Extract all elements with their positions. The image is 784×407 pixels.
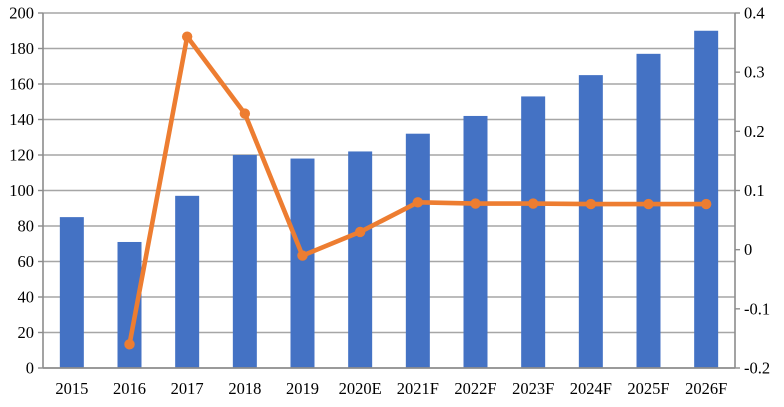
x-axis-label: 2020E: [339, 379, 382, 398]
x-axis-label: 2022F: [454, 379, 496, 398]
bar-2015: [59, 217, 84, 368]
bar-2019: [290, 158, 315, 368]
line-marker: [700, 198, 712, 210]
line-marker: [297, 250, 308, 261]
bar-2020E: [348, 151, 373, 368]
line-marker: [412, 197, 424, 208]
x-axis-label: 2023F: [512, 379, 554, 398]
x-axis-label: 2019: [286, 379, 319, 398]
bar-2021F: [405, 133, 430, 368]
bar-2025F: [636, 53, 661, 368]
left-axis-label: 40: [18, 288, 35, 307]
right-axis-label: -0.1: [744, 299, 770, 318]
left-axis-label: 20: [18, 323, 35, 342]
x-axis-label: 2015: [55, 379, 88, 398]
line-marker: [585, 198, 597, 210]
x-axis-label: 2025F: [627, 379, 669, 398]
left-axis-label: 120: [9, 146, 34, 165]
line-marker: [527, 198, 539, 209]
right-axis-label: 0.2: [744, 122, 765, 141]
bar-2017: [175, 195, 200, 368]
right-axis-label: 0.3: [744, 63, 765, 82]
line-marker: [354, 226, 366, 238]
left-axis-label: 180: [9, 39, 34, 58]
bar-2022F: [463, 115, 488, 368]
bar-2018: [232, 155, 257, 368]
x-axis-label: 2018: [228, 379, 261, 398]
line-marker: [124, 339, 135, 350]
right-axis-label: -0.2: [744, 359, 770, 378]
left-axis-label: 100: [9, 181, 34, 200]
left-axis-label: 60: [18, 252, 35, 271]
left-axis-label: 160: [9, 75, 34, 94]
left-axis-label: 140: [9, 110, 34, 129]
line-marker: [181, 31, 193, 42]
left-axis-label: 0: [26, 359, 34, 378]
bar-2024F: [578, 75, 603, 368]
line-marker: [643, 198, 654, 210]
right-axis-label: 0.4: [744, 4, 765, 23]
x-axis-label: 2017: [171, 379, 204, 398]
left-axis-label: 80: [18, 217, 35, 236]
x-axis-label: 2026F: [685, 379, 727, 398]
x-axis-label: 2021F: [397, 379, 439, 398]
x-axis-label: 2024F: [570, 379, 612, 398]
right-axis-label: 0: [744, 240, 752, 259]
left-axis-label: 200: [9, 4, 34, 23]
line-marker: [239, 108, 251, 119]
right-axis-label: 0.1: [744, 181, 765, 200]
x-axis-label: 2016: [113, 379, 146, 398]
bar-2023F: [521, 96, 546, 369]
line-marker: [470, 198, 481, 209]
